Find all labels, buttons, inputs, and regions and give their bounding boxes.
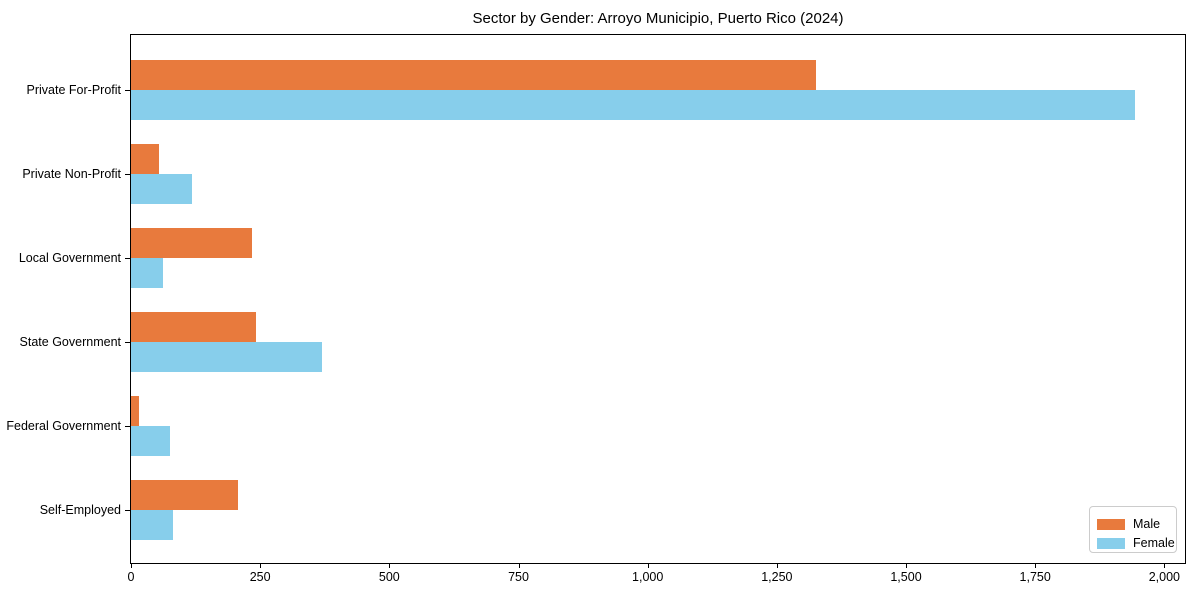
bar-male-state-government — [131, 312, 257, 342]
legend: Male Female — [1089, 506, 1177, 553]
y-tick-label-private-non-profit: Private Non-Profit — [22, 167, 121, 181]
y-tick-mark-federal-government — [125, 426, 130, 427]
y-tick-label-self-employed: Self-Employed — [39, 503, 121, 517]
bar-male-local-government — [131, 228, 253, 258]
x-tick-label-1-750: 1,750 — [1019, 570, 1051, 584]
legend-label-female: Female — [1133, 536, 1175, 550]
y-tick-mark-local-government — [125, 258, 130, 259]
bar-female-federal-government — [131, 426, 171, 456]
bar-female-state-government — [131, 342, 322, 372]
legend-item-male: Male — [1097, 515, 1176, 534]
bar-male-self-employed — [131, 480, 238, 510]
y-tick-label-private-for-profit: Private For-Profit — [26, 83, 121, 97]
legend-swatch-male — [1097, 519, 1125, 530]
bar-female-private-non-profit — [131, 174, 192, 204]
bar-female-local-government — [131, 258, 164, 288]
x-tick-label-1-000: 1,000 — [632, 570, 664, 584]
x-tick-mark-1-500 — [906, 564, 907, 568]
x-tick-label-1-500: 1,500 — [890, 570, 922, 584]
y-tick-label-federal-government: Federal Government — [6, 419, 121, 433]
x-tick-mark-1-000 — [647, 564, 649, 568]
bar-male-federal-government — [131, 396, 139, 426]
y-tick-label-state-government: State Government — [19, 335, 121, 349]
x-tick-mark-500 — [389, 564, 391, 568]
bar-female-private-for-profit — [131, 90, 1135, 120]
x-tick-mark-1-750 — [1035, 564, 1037, 568]
x-tick-label-250: 250 — [249, 570, 271, 584]
x-tick-label-500: 500 — [378, 570, 400, 584]
legend-label-male: Male — [1133, 517, 1161, 531]
bar-female-self-employed — [131, 510, 174, 540]
y-tick-label-local-government: Local Government — [18, 251, 121, 265]
y-tick-mark-private-for-profit — [125, 90, 130, 91]
bar-male-private-non-profit — [131, 144, 160, 174]
legend-item-female: Female — [1097, 534, 1176, 553]
chart-title: Sector by Gender: Arroyo Municipio, Puer… — [472, 10, 844, 27]
x-tick-label-2-000: 2,000 — [1148, 570, 1180, 584]
x-tick-mark-1-250 — [776, 564, 778, 568]
legend-swatch-female — [1097, 538, 1125, 549]
x-tick-mark-750 — [518, 564, 520, 568]
x-tick-label-1-250: 1,250 — [761, 570, 793, 584]
plot-area — [130, 34, 1186, 564]
x-tick-label-0: 0 — [127, 570, 135, 584]
y-tick-mark-self-employed — [125, 510, 130, 511]
y-tick-mark-state-government — [125, 342, 130, 343]
x-tick-mark-2-000 — [1164, 564, 1166, 568]
bar-male-private-for-profit — [131, 60, 816, 90]
x-tick-mark-250 — [260, 564, 262, 568]
x-tick-mark-0 — [131, 564, 132, 568]
y-tick-mark-private-non-profit — [125, 174, 130, 175]
x-tick-label-750: 750 — [508, 570, 529, 584]
